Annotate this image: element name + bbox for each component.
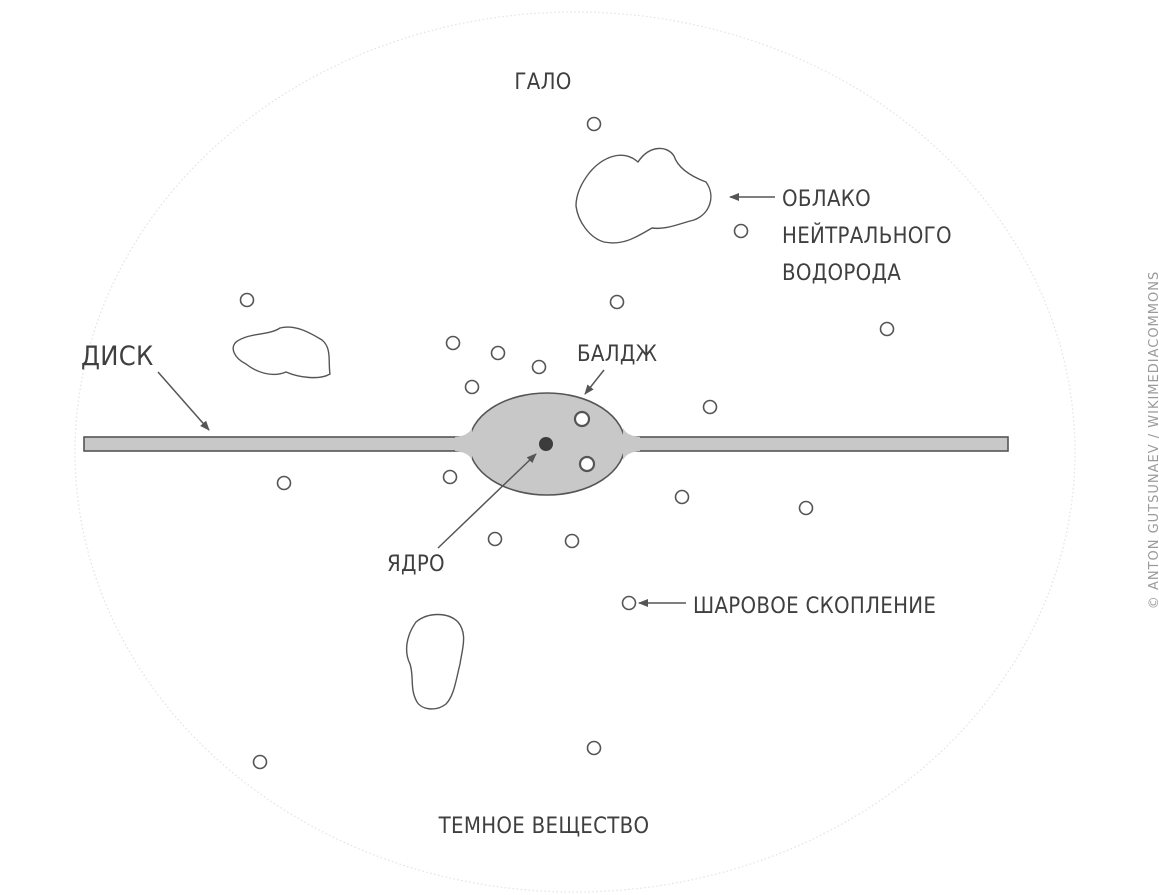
cloud-label-line3: ВОДОРОДА — [782, 261, 901, 286]
disk-label: ДИСК — [81, 341, 154, 372]
core-arrow — [437, 453, 537, 549]
globular-cluster — [798, 500, 814, 516]
dark-matter-label: ТЕМНОЕ ВЕЩЕСТВО — [438, 814, 650, 839]
bulge-disk-junction-left — [455, 428, 472, 460]
globular-cluster — [674, 489, 690, 505]
globular-cluster — [490, 345, 506, 361]
globular-cluster-label: ШАРОВОЕ СКОПЛЕНИЕ — [693, 594, 936, 619]
globular-cluster — [733, 223, 749, 239]
globular-cluster-in-bulge — [578, 455, 596, 473]
globular-cluster — [564, 533, 580, 549]
halo-boundary — [74, 11, 1076, 893]
gas-cloud-bottom — [405, 613, 465, 710]
bulge-arrow — [584, 369, 605, 395]
cloud-label-line1: ОБЛАКО — [782, 187, 871, 212]
globular-cluster — [487, 531, 503, 547]
galactic-core — [539, 437, 553, 451]
globular-cluster — [464, 379, 480, 395]
globular-cluster — [702, 399, 718, 415]
globular-cluster — [609, 294, 625, 310]
cloud-label-line2: НЕЙТРАЛЬНОГО — [782, 223, 952, 249]
disk-arrow — [157, 371, 210, 431]
halo-label: ГАЛО — [514, 70, 571, 95]
globular-cluster-in-bulge — [573, 410, 591, 428]
neutral-hydrogen-cloud-top — [575, 147, 712, 244]
globular-cluster — [442, 469, 458, 485]
globular-cluster — [252, 754, 268, 770]
globular-cluster — [879, 321, 895, 337]
core-label: ЯДРО — [387, 552, 445, 577]
bulge-disk-junction-right — [623, 428, 640, 460]
globular-cluster — [586, 740, 602, 756]
gas-cloud-left — [232, 326, 331, 379]
globular-cluster — [586, 116, 602, 132]
globular-cluster — [239, 292, 255, 308]
credit-text: © ANTON GUTSUNAEV / WIKIMEDIACOMMONS — [1147, 271, 1159, 609]
globular-cluster — [621, 595, 637, 611]
globular-cluster — [276, 475, 292, 491]
globular-cluster — [531, 359, 547, 375]
bulge-label: БАЛДЖ — [577, 342, 657, 367]
globular-cluster — [445, 335, 461, 351]
